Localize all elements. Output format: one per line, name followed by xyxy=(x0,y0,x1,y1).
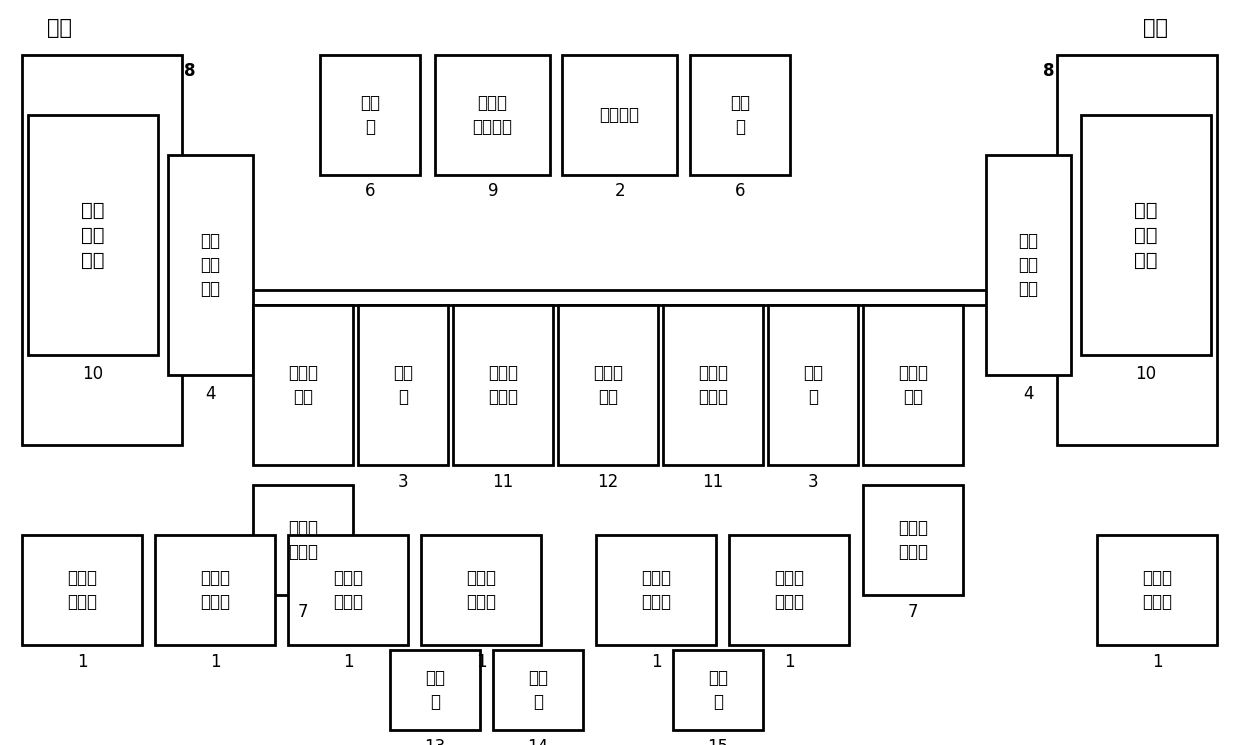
Bar xyxy=(1057,55,1217,445)
Bar xyxy=(253,305,353,465)
Bar xyxy=(493,650,584,730)
Bar xyxy=(22,55,182,445)
Bar xyxy=(169,155,253,375)
Bar xyxy=(253,485,353,595)
Text: 15: 15 xyxy=(707,738,729,745)
Bar xyxy=(563,55,676,175)
Text: 塔式料仓: 塔式料仓 xyxy=(600,106,639,124)
Text: 1: 1 xyxy=(209,653,221,671)
Bar xyxy=(663,305,763,465)
Text: 1: 1 xyxy=(650,653,662,671)
Text: 托盘
库: 托盘 库 xyxy=(361,94,380,136)
Bar xyxy=(1080,115,1211,355)
Text: 机器人
磨抛机: 机器人 磨抛机 xyxy=(488,364,518,406)
Text: 清洗
机: 清洗 机 xyxy=(803,364,823,406)
Bar xyxy=(155,535,275,645)
Text: 叶片加
工中心: 叶片加 工中心 xyxy=(774,569,804,611)
Text: 1: 1 xyxy=(1152,653,1162,671)
Text: 10: 10 xyxy=(1135,365,1156,383)
Text: 8: 8 xyxy=(1043,62,1054,80)
Bar xyxy=(596,535,716,645)
Text: 7: 7 xyxy=(297,603,309,621)
Bar xyxy=(558,305,658,465)
Bar xyxy=(768,305,857,465)
Text: 11: 11 xyxy=(492,473,514,491)
Bar xyxy=(729,535,849,645)
Text: 三坐
标测
量机: 三坐 标测 量机 xyxy=(1134,200,1157,270)
Text: 1: 1 xyxy=(476,653,487,671)
Text: 三坐
标测
量机: 三坐 标测 量机 xyxy=(82,200,105,270)
Text: 系统控
制软件机: 系统控 制软件机 xyxy=(472,94,513,136)
Text: 4: 4 xyxy=(204,385,216,403)
Bar xyxy=(864,305,963,465)
Bar xyxy=(22,535,142,645)
Text: 4: 4 xyxy=(1022,385,1033,403)
Text: 8: 8 xyxy=(185,62,196,80)
Text: 天轨
式机
器手: 天轨 式机 器手 xyxy=(1018,232,1038,297)
Text: 叶片加
工中心: 叶片加 工中心 xyxy=(641,569,672,611)
Bar xyxy=(435,55,550,175)
Text: 13: 13 xyxy=(425,738,446,745)
Text: 12: 12 xyxy=(597,473,618,491)
Text: 热胀
仪: 热胀 仪 xyxy=(425,669,445,711)
Text: 激光打
标机: 激光打 标机 xyxy=(593,364,623,406)
Text: 3: 3 xyxy=(808,473,818,491)
Text: 平衡
机: 平衡 机 xyxy=(707,669,729,711)
Text: 叶片加
工中心: 叶片加 工中心 xyxy=(333,569,363,611)
Text: 1: 1 xyxy=(77,653,87,671)
Bar xyxy=(864,485,963,595)
Text: 14: 14 xyxy=(528,738,549,745)
Text: 清洗
机: 清洗 机 xyxy=(393,364,413,406)
Text: 10: 10 xyxy=(83,365,104,383)
Text: 叶片加
工中心: 叶片加 工中心 xyxy=(199,569,230,611)
Text: 1: 1 xyxy=(784,653,794,671)
Bar xyxy=(673,650,763,730)
Text: 托盘
库: 托盘 库 xyxy=(730,94,750,136)
Text: 5: 5 xyxy=(1028,260,1040,278)
Bar xyxy=(690,55,790,175)
Text: 自动装
卸站: 自动装 卸站 xyxy=(898,364,928,406)
Text: 7: 7 xyxy=(908,603,918,621)
Bar xyxy=(287,535,408,645)
Bar xyxy=(320,55,420,175)
Text: 天轨
式机
器手: 天轨 式机 器手 xyxy=(201,232,221,297)
Text: 护栏: 护栏 xyxy=(47,18,73,38)
Text: 机器手
夹爪库: 机器手 夹爪库 xyxy=(898,519,928,561)
Text: 9: 9 xyxy=(488,182,498,200)
Bar xyxy=(453,305,553,465)
Bar xyxy=(390,650,479,730)
Text: 2: 2 xyxy=(615,182,626,200)
Text: 6: 6 xyxy=(735,182,745,200)
Text: 自动装
卸站: 自动装 卸站 xyxy=(287,364,318,406)
Text: 叶片加
工中心: 叶片加 工中心 xyxy=(466,569,496,611)
Bar xyxy=(986,155,1070,375)
Text: 6: 6 xyxy=(364,182,375,200)
Bar xyxy=(1097,535,1217,645)
Text: 1: 1 xyxy=(343,653,353,671)
Text: 机器人
磨抛机: 机器人 磨抛机 xyxy=(698,364,729,406)
Bar xyxy=(28,115,159,355)
Bar xyxy=(358,305,449,465)
Text: 叶片加
工中心: 叶片加 工中心 xyxy=(1142,569,1172,611)
Text: 叶片加
工中心: 叶片加 工中心 xyxy=(67,569,97,611)
Text: 11: 11 xyxy=(703,473,724,491)
Text: 对刀
仪: 对刀 仪 xyxy=(528,669,548,711)
Text: 机器手
夹爪库: 机器手 夹爪库 xyxy=(287,519,318,561)
Text: 3: 3 xyxy=(398,473,409,491)
Text: 护栏: 护栏 xyxy=(1142,18,1167,38)
Bar xyxy=(421,535,541,645)
Text: 5: 5 xyxy=(199,260,212,278)
